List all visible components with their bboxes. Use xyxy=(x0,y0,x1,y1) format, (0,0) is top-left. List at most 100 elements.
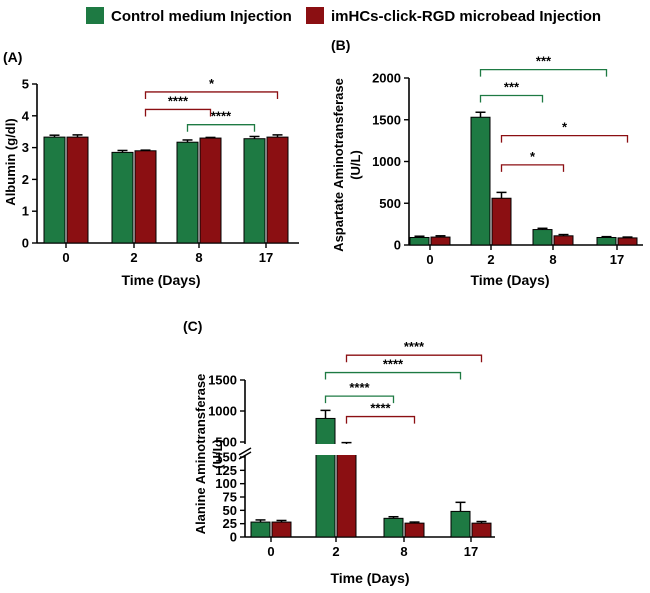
panel-c-ytick-label: 150 xyxy=(215,450,237,465)
panel-a-significance-bracket xyxy=(144,91,279,99)
panel-b-bar xyxy=(532,229,553,246)
panel-c-significance-label: **** xyxy=(383,357,404,372)
panel-c-ytick-label: 0 xyxy=(230,530,237,545)
panel-a-ytick-label: 0 xyxy=(22,236,29,251)
panel-c-xlabel: Time (Days) xyxy=(330,570,409,586)
panel-a-bar xyxy=(176,141,199,244)
panel-b-ytick-label: 2000 xyxy=(372,71,401,86)
panel-a-bar xyxy=(243,138,266,244)
panel-a-bar xyxy=(111,151,134,244)
panel-b-significance-bracket xyxy=(479,69,608,77)
panel-c-axis-break-slash xyxy=(238,447,252,456)
panel-c-axis-break-gap xyxy=(236,444,366,455)
panel-b-significance-label: * xyxy=(530,149,536,164)
panel-b-xtick-label: 17 xyxy=(610,252,624,267)
panel-b-significance-bracket xyxy=(500,164,565,172)
panel-b-ast-chart: (B) Aspartate Aminotransferase (U/L) Tim… xyxy=(331,37,643,288)
panel-b-bar xyxy=(553,235,574,246)
panel-b-bar xyxy=(491,197,512,246)
panel-c-ytick-label: 25 xyxy=(223,516,237,531)
panel-c-bar xyxy=(271,521,292,538)
panel-c-significance-bracket xyxy=(324,371,462,380)
panel-a-xtick-label: 0 xyxy=(62,250,69,265)
panel-c-ytick-label: 500 xyxy=(215,435,237,450)
panel-c-bar xyxy=(404,522,425,538)
panel-a-label: (A) xyxy=(3,49,22,65)
panel-b-xtick-label: 8 xyxy=(549,252,556,267)
panel-b-bar xyxy=(409,236,430,246)
panel-b-ytick-label: 0 xyxy=(394,238,401,253)
panel-c-bar xyxy=(250,521,271,538)
panel-a-bar xyxy=(43,136,66,244)
panel-b-ytick-label: 500 xyxy=(379,196,401,211)
panel-b-bar xyxy=(596,236,617,246)
panel-b-significance-label: *** xyxy=(504,80,520,95)
panel-b-xtick-label: 2 xyxy=(487,252,494,267)
panel-a-bar xyxy=(266,136,289,244)
panel-a-ytick-label: 1 xyxy=(22,204,29,219)
panel-c-ylabel-line1: Alanine Aminotransferase xyxy=(193,374,208,535)
legend-label-treated: imHCs-click-RGD microbead Injection xyxy=(331,8,601,25)
panel-c-significance-label: **** xyxy=(349,380,370,395)
legend-swatch-treated xyxy=(306,7,324,24)
panel-c-bar xyxy=(315,417,336,538)
panel-a-significance-label: * xyxy=(209,76,215,91)
panel-c-ytick-label: 125 xyxy=(215,463,237,478)
panel-c-label: (C) xyxy=(183,318,202,334)
panel-c-xtick-label: 2 xyxy=(332,544,339,559)
panel-c-xtick-label: 0 xyxy=(267,544,274,559)
panel-b-significance-label: *** xyxy=(536,54,552,69)
panel-b-ytick-label: 1500 xyxy=(372,112,401,127)
panel-c-bar xyxy=(450,510,471,538)
panel-a-ytick-label: 2 xyxy=(22,172,29,187)
panel-b-xtick-label: 0 xyxy=(426,252,433,267)
panel-a-xtick-label: 8 xyxy=(195,250,202,265)
panel-a-bar xyxy=(199,137,222,244)
panel-c-significance-label: **** xyxy=(370,401,391,416)
panel-b-ylabel-line1: Aspartate Aminotransferase xyxy=(331,78,346,252)
panel-c-ytick-label: 1500 xyxy=(208,373,237,388)
panel-b-significance-bracket xyxy=(479,94,544,103)
panel-a-significance-label: **** xyxy=(168,93,189,108)
panel-b-bar xyxy=(470,116,491,246)
panel-c-ytick-label: 100 xyxy=(215,476,237,491)
panel-b-significance-label: * xyxy=(562,120,568,135)
panel-a-xtick-label: 17 xyxy=(259,250,273,265)
panel-a-ytick-label: 5 xyxy=(22,77,29,92)
panel-a-bar xyxy=(66,136,89,244)
legend-swatch-control xyxy=(86,7,104,24)
panel-c-xtick-label: 8 xyxy=(400,544,407,559)
panel-b-label: (B) xyxy=(331,37,350,53)
legend-label-control: Control medium Injection xyxy=(111,8,292,25)
panel-a-albumin-chart: (A) Albumin (g/dl) Time (Days) 0 1 2 3 4 5 0 2 8… xyxy=(3,49,299,288)
panel-c-alt-chart: (C) Alanine Aminotransferase (U/L) Time … xyxy=(183,318,495,586)
panel-c-bar xyxy=(383,517,404,538)
panel-b-ylabel-line2: (U/L) xyxy=(348,150,363,180)
panel-c-significance-bracket xyxy=(345,415,416,424)
panel-a-significance-label: **** xyxy=(211,109,232,124)
panel-c-significance-bracket xyxy=(345,354,483,363)
panel-a-xlabel: Time (Days) xyxy=(121,272,200,288)
panel-b-bar xyxy=(430,236,451,246)
panel-c-bar xyxy=(336,445,357,538)
panel-b-bar xyxy=(617,237,638,246)
panel-a-bar xyxy=(134,150,157,244)
legend: Control medium Injection imHCs-click-RGD… xyxy=(86,7,601,25)
panel-a-xtick-label: 2 xyxy=(130,250,137,265)
panel-c-significance-label: **** xyxy=(404,339,425,354)
panel-c-axis-break-slash xyxy=(238,451,252,460)
panel-c-xtick-label: 17 xyxy=(464,544,478,559)
panel-b-xlabel: Time (Days) xyxy=(470,272,549,288)
panel-c-significance-bracket xyxy=(324,395,395,404)
panel-c-ytick-label: 1000 xyxy=(208,404,237,419)
panel-c-ytick-label: 50 xyxy=(223,503,237,518)
panel-b-ytick-label: 1000 xyxy=(372,154,401,169)
panel-a-significance-bracket xyxy=(144,108,212,117)
panel-a-ytick-label: 4 xyxy=(22,108,30,123)
panel-c-ylabel-line2: (U/L) xyxy=(210,439,225,469)
panel-a-significance-bracket xyxy=(186,124,256,132)
panel-c-bar xyxy=(471,522,492,538)
panel-c-ytick-label: 75 xyxy=(223,490,237,505)
panel-b-significance-bracket xyxy=(500,134,629,143)
